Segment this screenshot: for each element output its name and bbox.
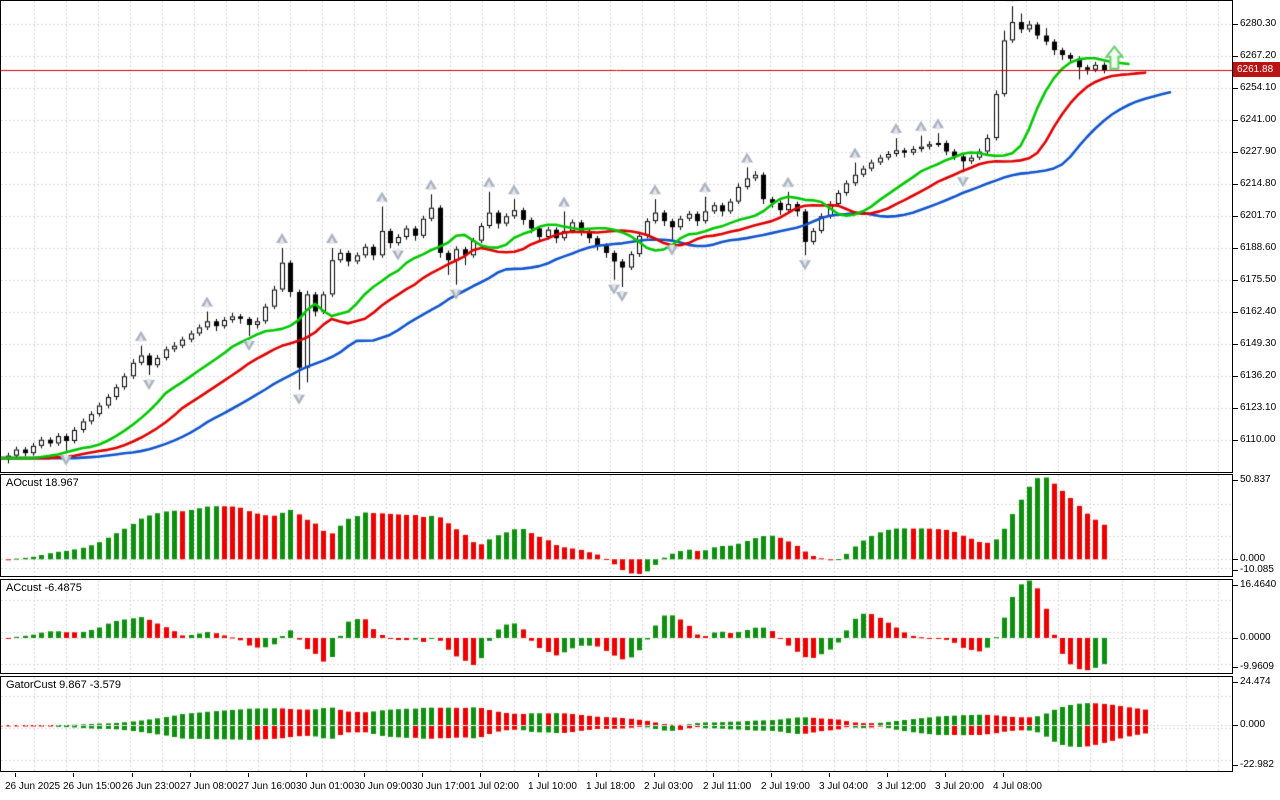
time-axis-label: 2 Jul 19:00	[761, 781, 810, 792]
ao-panel-label: AOcust 18.967	[6, 477, 79, 489]
price-axis-label: 6162.40	[1240, 306, 1277, 317]
price-axis-tick	[1233, 24, 1238, 25]
time-axis-tick	[654, 773, 655, 777]
time-axis-label: 3 Jul 20:00	[935, 781, 984, 792]
current-price-badge: 6261.88	[1233, 62, 1280, 77]
time-axis-tick	[306, 773, 307, 777]
price-axis-label: 6227.90	[1240, 146, 1277, 157]
indicator-axis-tick	[1233, 682, 1238, 683]
price-axis[interactable]: 6261.88 6280.30 6267.20 6254.10 6241.00 6227…	[1233, 0, 1280, 773]
indicator-axis-label: 50.837	[1240, 474, 1271, 485]
time-axis-tick	[73, 773, 74, 777]
ao-indicator-panel: AOcust 18.967	[0, 474, 1233, 577]
time-axis-tick	[829, 773, 830, 777]
indicator-axis-tick	[1233, 667, 1238, 668]
price-axis-tick	[1233, 120, 1238, 121]
time-axis-tick	[538, 773, 539, 777]
price-axis-tick	[1233, 56, 1238, 57]
price-axis-label: 6123.10	[1240, 402, 1277, 413]
time-axis-label: 27 Jun 16:00	[238, 781, 296, 792]
indicator-axis-tick	[1233, 559, 1238, 560]
indicator-axis-tick	[1233, 725, 1238, 726]
price-axis-label: 6214.80	[1240, 178, 1277, 189]
indicator-axis-label: -9.9609	[1240, 661, 1274, 672]
gator-panel-label: GatorCust 9.867 -3.579	[6, 679, 121, 691]
time-axis-label: 1 Jul 18:00	[586, 781, 635, 792]
indicator-axis-tick	[1233, 570, 1238, 571]
price-axis-tick	[1233, 440, 1238, 441]
price-axis-label: 6280.30	[1240, 18, 1277, 29]
time-axis-tick	[132, 773, 133, 777]
indicator-axis-label: -22.982	[1240, 759, 1274, 770]
price-axis-tick	[1233, 344, 1238, 345]
time-axis-label: 2 Jul 03:00	[644, 781, 693, 792]
price-axis-label: 6110.00	[1240, 434, 1276, 445]
time-axis-label: 26 Jun 15:00	[63, 781, 121, 792]
indicator-axis-label: -10.085	[1240, 564, 1274, 575]
time-axis-label: 1 Jul 02:00	[470, 781, 519, 792]
main-chart-canvas[interactable]	[1, 1, 1232, 472]
indicator-axis-label: 16.4640	[1240, 579, 1277, 590]
price-axis-tick	[1233, 280, 1238, 281]
time-axis-label: 26 Jun 2025	[5, 781, 61, 792]
price-axis-tick	[1233, 312, 1238, 313]
time-axis-label: 1 Jul 10:00	[528, 781, 577, 792]
time-axis-tick	[596, 773, 597, 777]
indicator-axis-tick	[1233, 638, 1238, 639]
time-axis-label: 30 Jun 01:00	[296, 781, 354, 792]
time-axis-label: 30 Jun 17:00	[412, 781, 470, 792]
price-axis-tick	[1233, 216, 1238, 217]
time-axis-tick	[422, 773, 423, 777]
indicator-axis-tick	[1233, 765, 1238, 766]
time-axis-tick	[15, 773, 16, 777]
gator-indicator-panel: GatorCust 9.867 -3.579	[0, 676, 1233, 772]
price-axis-tick	[1233, 248, 1238, 249]
price-axis-label: 6267.20	[1240, 50, 1277, 61]
time-axis-tick	[887, 773, 888, 777]
indicator-axis-label: 24.474	[1240, 676, 1271, 687]
indicator-axis-tick	[1233, 480, 1238, 481]
ac-panel-label: ACcust -6.4875	[6, 582, 82, 594]
price-axis-label: 6188.60	[1240, 242, 1277, 253]
ac-indicator-canvas[interactable]	[1, 580, 1232, 673]
main-chart-panel	[0, 0, 1233, 473]
indicator-axis-label: 0.000	[1240, 553, 1266, 564]
ac-indicator-panel: ACcust -6.4875	[0, 579, 1233, 674]
price-axis-label: 6254.10	[1240, 82, 1277, 93]
time-axis-tick	[364, 773, 365, 777]
time-axis-tick	[1003, 773, 1004, 777]
price-axis-tick	[1233, 376, 1238, 377]
price-axis-tick	[1233, 184, 1238, 185]
time-axis-tick	[713, 773, 714, 777]
time-axis-label: 3 Jul 04:00	[819, 781, 868, 792]
time-axis-tick	[190, 773, 191, 777]
price-axis-label: 6201.70	[1240, 210, 1277, 221]
time-axis-label: 26 Jun 23:00	[122, 781, 180, 792]
time-axis-tick	[945, 773, 946, 777]
price-axis-tick	[1233, 88, 1238, 89]
time-axis-tick	[771, 773, 772, 777]
gator-indicator-canvas[interactable]	[1, 677, 1232, 771]
price-axis-tick	[1233, 408, 1238, 409]
time-axis-label: 3 Jul 12:00	[877, 781, 926, 792]
indicator-axis-tick	[1233, 585, 1238, 586]
price-axis-label: 6175.50	[1240, 274, 1277, 285]
time-axis-label: 30 Jun 09:00	[354, 781, 412, 792]
time-axis-label: 27 Jun 08:00	[180, 781, 238, 792]
time-axis[interactable]: 26 Jun 2025 26 Jun 15:00 26 Jun 23:00 27 Ju…	[0, 773, 1280, 800]
time-axis-tick	[248, 773, 249, 777]
price-axis-tick	[1233, 152, 1238, 153]
time-axis-label: 2 Jul 11:00	[703, 781, 752, 792]
price-axis-label: 6136.20	[1240, 370, 1277, 381]
ao-indicator-canvas[interactable]	[1, 475, 1232, 576]
time-axis-tick	[480, 773, 481, 777]
price-axis-label: 6241.00	[1240, 114, 1277, 125]
indicator-axis-label: 0.0000	[1240, 632, 1271, 643]
price-axis-label: 6149.30	[1240, 338, 1277, 349]
time-axis-label: 4 Jul 08:00	[993, 781, 1042, 792]
indicator-axis-label: 0.000	[1240, 719, 1266, 730]
